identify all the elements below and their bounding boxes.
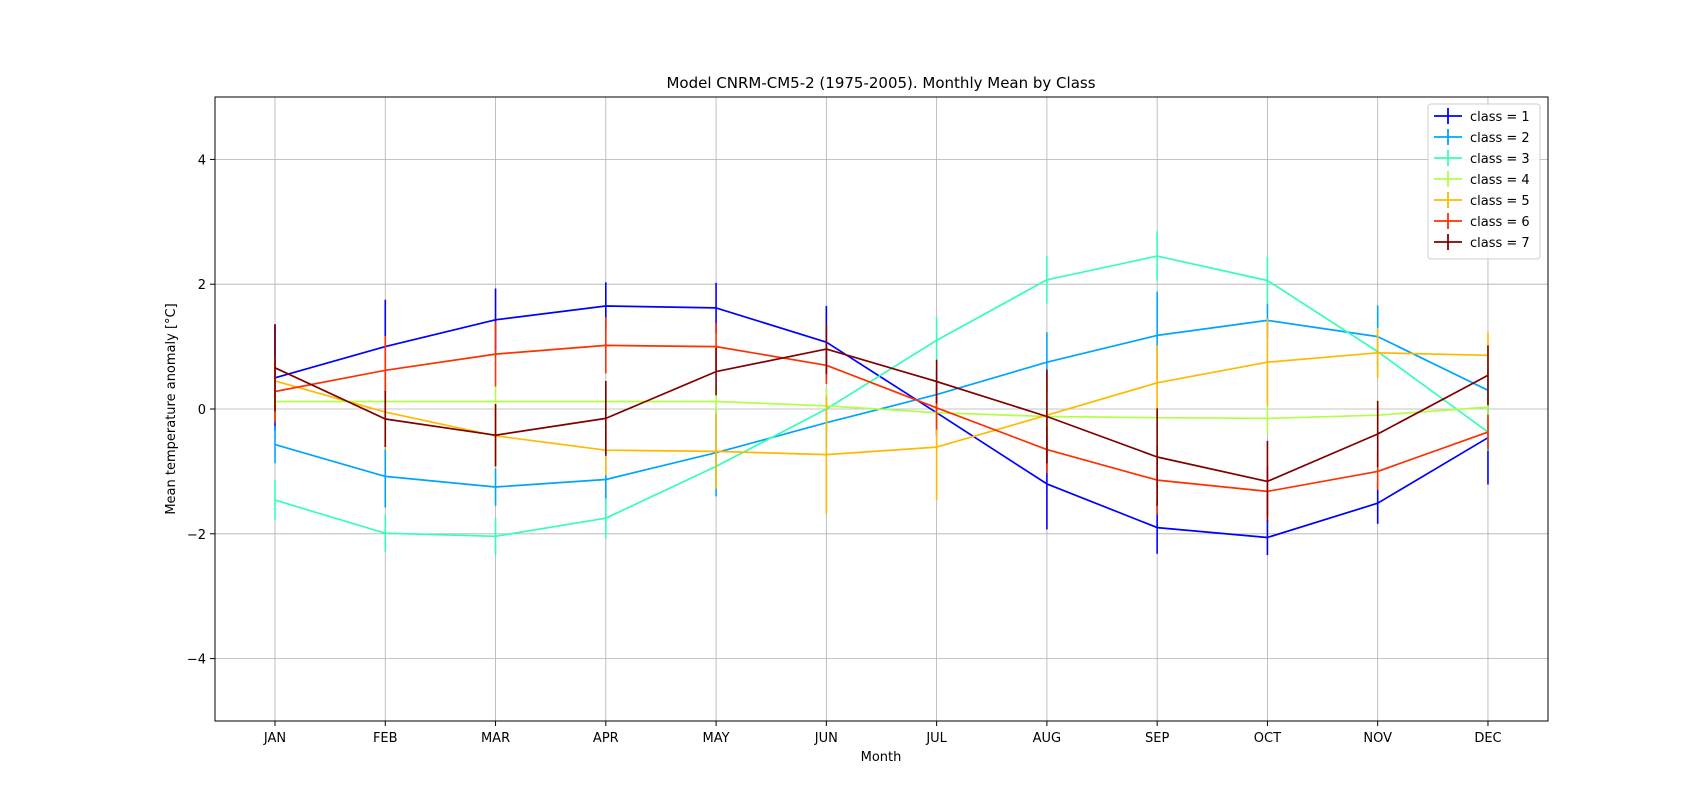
series-line bbox=[274, 305, 1489, 539]
legend-label: class = 6 bbox=[1470, 215, 1530, 230]
x-tick-label: JUN bbox=[814, 731, 838, 746]
x-tick-label: FEB bbox=[373, 731, 398, 746]
legend-item: class = 3 bbox=[1434, 150, 1530, 167]
y-axis-label: Mean temperature anomaly [°C] bbox=[164, 303, 179, 514]
legend-label: class = 4 bbox=[1470, 173, 1530, 188]
series-7 bbox=[274, 324, 1489, 522]
legend-item: class = 6 bbox=[1434, 213, 1530, 230]
legend-item: class = 1 bbox=[1434, 108, 1530, 125]
x-tick-label: OCT bbox=[1254, 731, 1281, 746]
x-tick-label: MAR bbox=[481, 731, 510, 746]
series-line bbox=[275, 400, 1489, 420]
legend-item: class = 4 bbox=[1434, 171, 1530, 188]
legend-item: class = 5 bbox=[1434, 192, 1530, 209]
legend-item: class = 2 bbox=[1434, 129, 1530, 146]
y-tick-label: −4 bbox=[187, 653, 206, 668]
series-line bbox=[274, 344, 1489, 493]
x-tick-label: AUG bbox=[1033, 731, 1061, 746]
legend-label: class = 7 bbox=[1470, 236, 1530, 251]
legend-item: class = 7 bbox=[1434, 234, 1530, 251]
x-tick-label: JUL bbox=[925, 731, 947, 746]
x-tick-label: NOV bbox=[1363, 731, 1392, 746]
y-tick-label: 4 bbox=[198, 153, 206, 168]
chart-title: Model CNRM-CM5-2 (1975-2005). Monthly Me… bbox=[666, 74, 1095, 92]
legend-label: class = 3 bbox=[1470, 152, 1530, 167]
series-line bbox=[274, 348, 1489, 483]
x-tick-label: SEP bbox=[1145, 731, 1169, 746]
axes: JAN FEB MAR APR MAY JUN JUL AUG SEP OCT NOV DEC −4 −2… bbox=[187, 153, 1502, 746]
x-tick-label: DEC bbox=[1474, 731, 1501, 746]
y-tick-label: −2 bbox=[187, 528, 206, 543]
y-tick-label: 0 bbox=[198, 403, 206, 418]
x-tick-label: JAN bbox=[263, 731, 286, 746]
x-tick-label: MAY bbox=[703, 731, 730, 746]
legend-label: class = 2 bbox=[1470, 131, 1530, 146]
y-tick-label: 2 bbox=[198, 278, 206, 293]
x-tick-label: APR bbox=[593, 731, 619, 746]
legend-label: class = 1 bbox=[1470, 110, 1530, 125]
x-axis-label: Month bbox=[861, 750, 902, 765]
legend: class = 1 class = 2 class = 3 class = 4 clas… bbox=[1427, 103, 1541, 260]
series-layer bbox=[274, 231, 1489, 556]
legend-label: class = 5 bbox=[1470, 194, 1530, 209]
series-line bbox=[274, 255, 1489, 538]
